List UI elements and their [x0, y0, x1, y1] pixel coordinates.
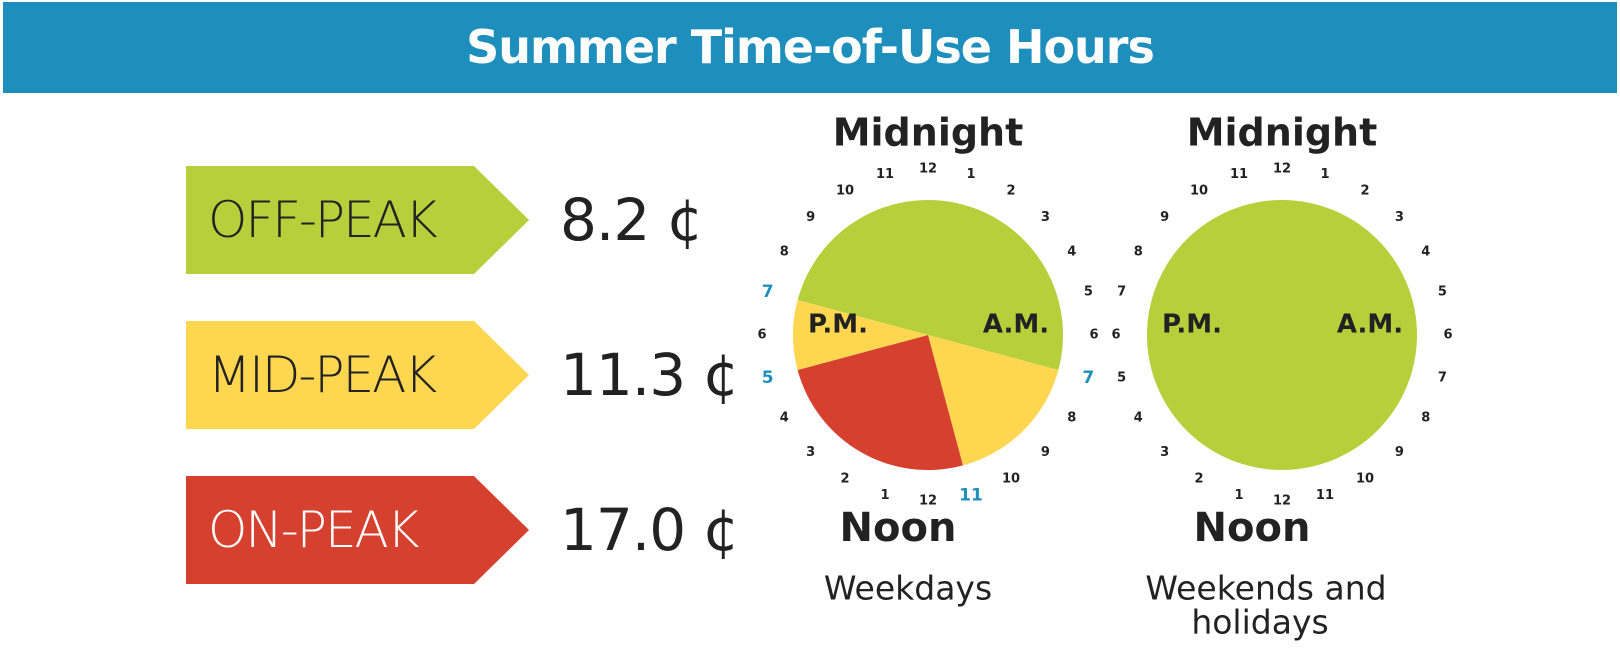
weekend-hour-tick-label: 2	[1194, 471, 1203, 486]
weekend-hour-tick-label: 4	[1421, 245, 1430, 260]
weekend-hour-tick-label: 5	[1117, 370, 1126, 385]
weekend-hour-tick-label: 6	[1443, 328, 1452, 343]
weekday-hour-tick-label: 6	[1089, 328, 1098, 343]
weekday-pm-label: P.M.	[808, 310, 868, 340]
weekday-midnight-label: Midnight	[833, 111, 1024, 155]
weekend-am-label: A.M.	[1337, 310, 1403, 340]
weekday-hour-tick-label: 9	[1041, 445, 1050, 460]
weekday-hour-tick-label: 2	[1006, 184, 1015, 199]
weekday-hour-tick-label: 10	[836, 184, 854, 199]
header-banner: Summer Time-of-Use Hours	[3, 2, 1617, 93]
weekend-hour-tick-label: 10	[1190, 184, 1208, 199]
weekday-hour-tick-label: 4	[780, 411, 789, 426]
weekday-hour-tick-label: 11	[876, 167, 894, 182]
on-peak-tag: ON-PEAK	[186, 476, 530, 584]
weekday-pie-slice-mid-peak-1	[928, 335, 1059, 466]
weekday-hour-tick-label: 1	[966, 167, 975, 182]
weekday-hour-tick-label: 1	[881, 488, 890, 503]
weekend-hour-tick-label: 8	[1134, 245, 1143, 260]
weekend-hour-tick-label: 7	[1117, 285, 1126, 300]
weekend-hour-tick-label: 1	[1235, 488, 1244, 503]
weekday-hour-tick-label: 2	[840, 471, 849, 486]
weekday-hour-tick-label: 9	[806, 210, 815, 225]
weekday-hour-tick-label: 8	[1067, 411, 1076, 426]
weekend-noon-label: Noon	[1194, 505, 1311, 551]
weekday-pie-slice-on-peak-2	[797, 335, 963, 470]
weekday-pie-slice-mid-peak-3	[793, 300, 928, 370]
weekday-am-label: A.M.	[983, 310, 1049, 340]
weekend-hour-tick-label: 10	[1356, 471, 1374, 486]
weekend-hour-tick-label: 8	[1421, 411, 1430, 426]
mid-peak-arrow-shape	[186, 321, 529, 429]
mid-peak-price: 11.3 ¢	[560, 341, 739, 409]
weekend-hour-tick-label: 11	[1316, 488, 1334, 503]
off-peak-tag: OFF-PEAK	[186, 166, 530, 274]
weekend-hour-tick-label: 9	[1160, 210, 1169, 225]
weekend-hour-tick-label: 1	[1320, 167, 1329, 182]
weekend-caption-line-2: holidays	[1191, 603, 1328, 642]
weekday-hour-tick-label: 10	[1002, 471, 1020, 486]
weekend-hour-tick-label: 2	[1360, 184, 1369, 199]
weekday-hour-tick-label: 12	[919, 162, 937, 177]
weekend-hour-tick-label: 12	[1273, 162, 1291, 177]
weekend-hour-tick-label: 9	[1395, 445, 1404, 460]
weekend-hour-tick-label: 11	[1230, 167, 1248, 182]
weekday-caption: Weekdays	[824, 569, 992, 608]
weekday-hour-tick-label: 3	[806, 445, 815, 460]
weekend-hour-tick-label: 7	[1438, 370, 1447, 385]
page-title: Summer Time-of-Use Hours	[466, 20, 1155, 74]
off-peak-price: 8.2 ¢	[560, 186, 704, 254]
weekend-hour-tick-label: 3	[1395, 210, 1404, 225]
weekday-noon-label: Noon	[840, 505, 957, 551]
weekend-hour-tick-label: 3	[1160, 445, 1169, 460]
on-peak-arrow-shape	[186, 476, 529, 584]
weekend-hour-tick-label: 5	[1438, 285, 1447, 300]
mid-peak-label: MID-PEAK	[208, 346, 437, 404]
weekday-hour-tick-label: 4	[1067, 245, 1076, 260]
weekday-hour-tick-label: 7	[1082, 368, 1094, 388]
weekday-hour-tick-label: 5	[1084, 285, 1093, 300]
weekday-hour-tick-label: 5	[762, 368, 774, 388]
weekday-hour-tick-label: 6	[757, 328, 766, 343]
weekend-caption-line-1: Weekends and	[1145, 569, 1386, 608]
weekday-hour-tick-label: 3	[1041, 210, 1050, 225]
weekday-hour-tick-label: 7	[762, 282, 774, 302]
weekend-pie-slice-off-peak	[1147, 200, 1417, 470]
weekend-pm-label: P.M.	[1162, 310, 1222, 340]
weekday-hour-tick-label: 11	[959, 485, 983, 505]
weekend-midnight-label: Midnight	[1187, 111, 1378, 155]
off-peak-arrow-shape	[186, 166, 529, 274]
weekday-pie-slice-off-peak-0	[797, 200, 1063, 370]
weekday-hour-tick-label: 12	[919, 494, 937, 509]
off-peak-label: OFF-PEAK	[208, 191, 438, 249]
mid-peak-tag: MID-PEAK	[186, 321, 530, 429]
on-peak-label: ON-PEAK	[208, 501, 420, 559]
weekend-hour-tick-label: 6	[1111, 328, 1120, 343]
weekend-hour-tick-label: 4	[1134, 411, 1143, 426]
weekend-hour-tick-label: 12	[1273, 494, 1291, 509]
on-peak-price: 17.0 ¢	[560, 496, 739, 564]
weekday-hour-tick-label: 8	[780, 245, 789, 260]
